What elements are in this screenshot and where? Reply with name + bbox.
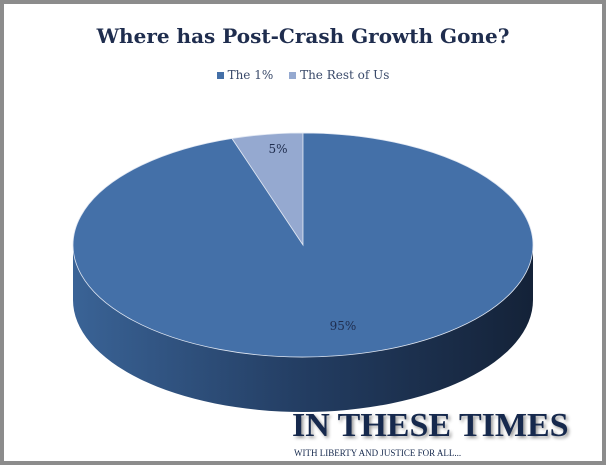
pie-chart: 95% 5% xyxy=(72,132,534,412)
data-label: 5% xyxy=(268,142,287,156)
chart-title: Where has Post-Crash Growth Gone? xyxy=(96,24,510,48)
pie-side-wall xyxy=(73,245,533,412)
legend-item-rest-of-us: The Rest of Us xyxy=(289,68,389,82)
legend: The 1% The Rest of Us xyxy=(4,68,602,82)
pie-slice-the-1 xyxy=(72,132,534,358)
legend-swatch xyxy=(289,72,297,79)
legend-label: The 1% xyxy=(227,68,274,82)
logo-tagline: WITH LIBERTY AND JUSTICE FOR ALL... xyxy=(294,448,462,458)
legend-label: The Rest of Us xyxy=(300,68,390,82)
legend-swatch xyxy=(216,72,224,79)
data-label: 95% xyxy=(330,319,357,333)
legend-item-the-1: The 1% xyxy=(216,68,274,82)
logo: IN THESE TIMES xyxy=(292,407,569,444)
